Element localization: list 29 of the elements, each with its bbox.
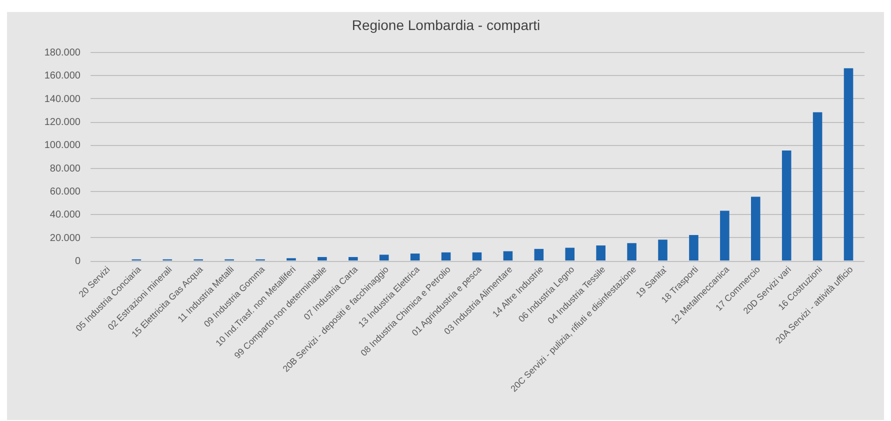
bar bbox=[627, 243, 636, 260]
bar bbox=[503, 251, 513, 260]
bar bbox=[318, 257, 327, 260]
bar bbox=[844, 68, 854, 260]
bar bbox=[720, 210, 730, 260]
y-tick-label: 60.000 bbox=[50, 186, 81, 198]
bar bbox=[534, 248, 544, 260]
bar bbox=[596, 245, 606, 260]
bar bbox=[410, 254, 420, 260]
bar bbox=[379, 254, 389, 260]
y-tick-label: 140.000 bbox=[44, 94, 81, 105]
y-tick-label: 20.000 bbox=[50, 232, 81, 244]
y-tick-label: 120.000 bbox=[44, 117, 81, 128]
bar bbox=[750, 196, 760, 260]
bar bbox=[565, 248, 575, 260]
y-tick-label: 0 bbox=[74, 256, 81, 267]
y-tick-label: 40.000 bbox=[50, 210, 81, 221]
bar bbox=[441, 252, 451, 260]
bar bbox=[348, 257, 358, 260]
y-tick-label: 180.000 bbox=[44, 48, 81, 58]
bar bbox=[812, 112, 822, 260]
bar bbox=[782, 150, 792, 260]
y-tick-label: 100.000 bbox=[44, 140, 81, 152]
bar bbox=[658, 240, 668, 260]
y-tick-label: 160.000 bbox=[44, 70, 81, 82]
bar bbox=[472, 252, 482, 260]
chart-title: Regione Lombardia - comparti bbox=[352, 17, 540, 33]
y-tick-label: 80.000 bbox=[50, 163, 81, 174]
bar bbox=[689, 235, 698, 260]
